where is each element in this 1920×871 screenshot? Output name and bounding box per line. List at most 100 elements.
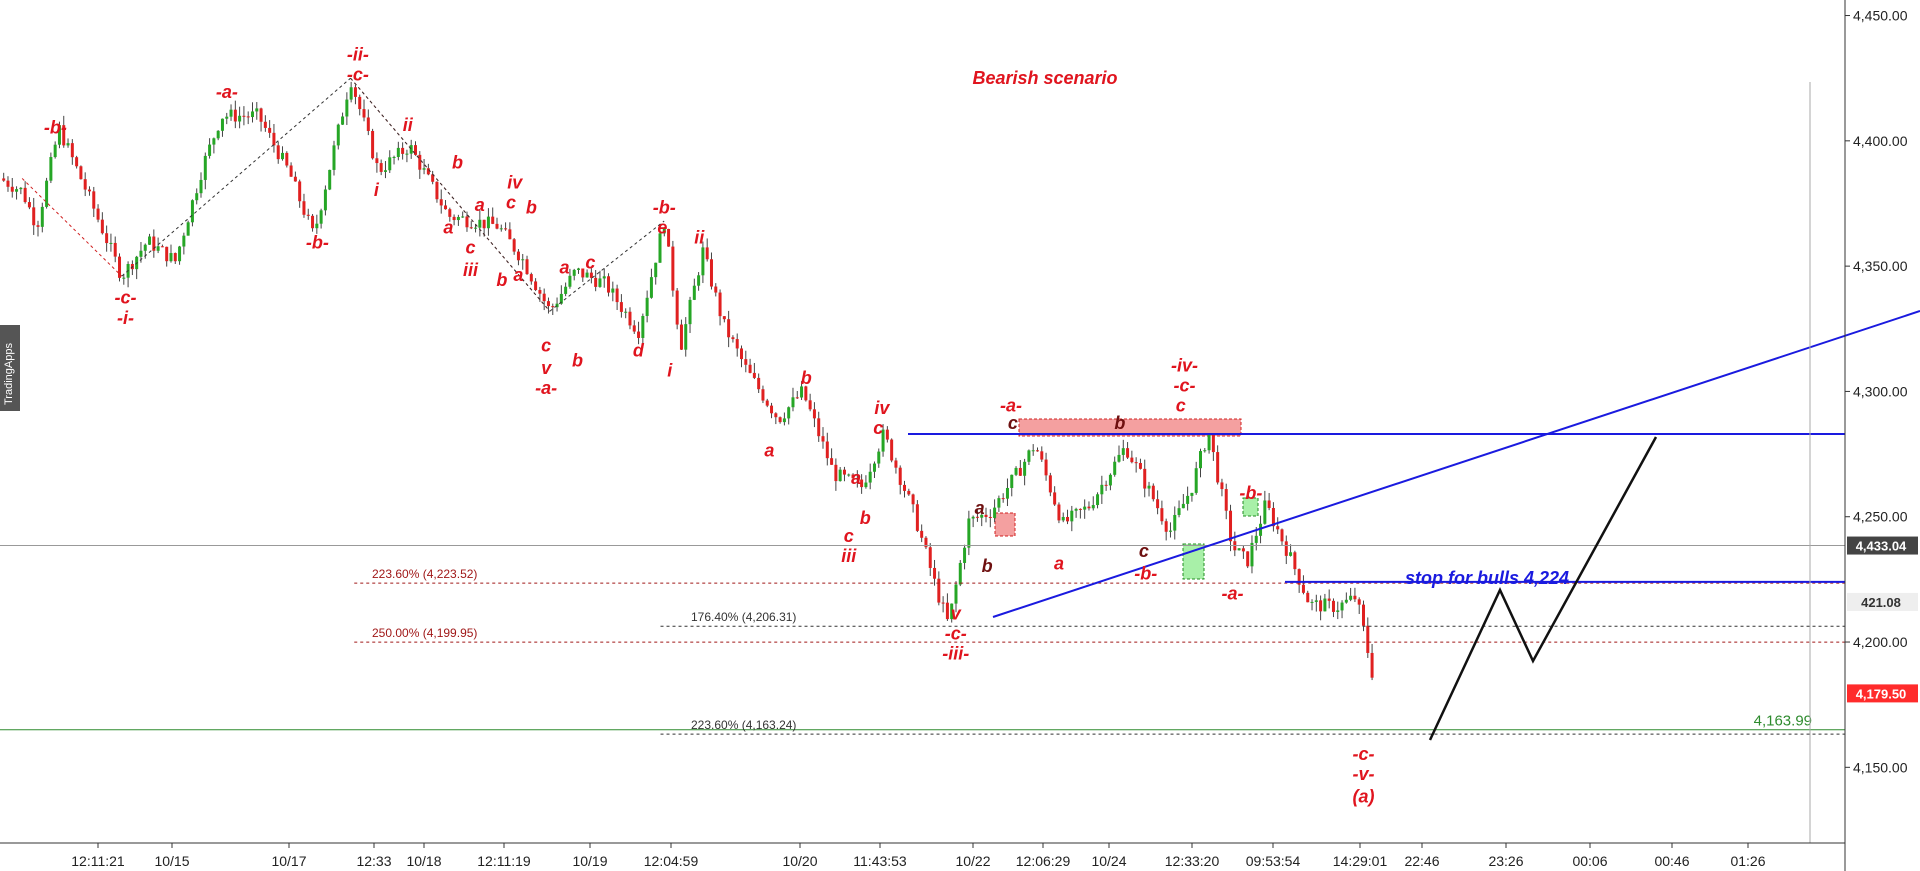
candle-body — [426, 168, 430, 175]
wave-label: -c- — [347, 65, 369, 85]
candle-body — [1070, 510, 1074, 522]
candle-body — [1014, 467, 1018, 475]
candle-body — [143, 244, 147, 251]
candle-body — [770, 405, 774, 414]
candle-body — [23, 187, 27, 203]
candle-body — [298, 181, 302, 202]
x-tick-label: 10/19 — [572, 853, 607, 869]
wave-label: -c- — [114, 288, 136, 308]
candle-body — [83, 179, 87, 190]
wave-label: iv — [507, 172, 523, 192]
wave-label: a — [560, 258, 570, 278]
candle-body — [1005, 487, 1009, 499]
candle-body — [285, 152, 289, 166]
candle-body — [804, 386, 808, 401]
candle-body — [928, 547, 932, 568]
candle-body — [87, 189, 91, 192]
candle-body — [2, 178, 6, 181]
candle-body — [1151, 485, 1155, 500]
candle-body — [744, 359, 748, 365]
candle-body — [323, 189, 327, 211]
wave-structure-line — [121, 77, 351, 277]
candle-body — [255, 108, 259, 112]
candle-body — [1113, 461, 1117, 475]
candle-body — [1194, 468, 1198, 493]
candle-body — [392, 156, 396, 158]
candle-body — [508, 229, 512, 240]
candle-body — [907, 490, 911, 495]
candle-body — [332, 145, 336, 170]
candle-body — [19, 187, 23, 190]
candle-body — [697, 275, 701, 286]
candle-body — [658, 233, 662, 263]
candle-body — [585, 272, 589, 278]
candle-body — [70, 143, 74, 158]
candle-body — [611, 288, 615, 293]
candle-body — [1327, 598, 1331, 601]
candle-body — [1284, 541, 1288, 556]
candle-body — [975, 516, 979, 518]
candle-body — [203, 155, 207, 180]
candle-body — [465, 216, 469, 228]
stop-for-bulls-label: stop for bulls 4,224 — [1405, 568, 1569, 588]
candle-body — [958, 562, 962, 585]
candle-body — [242, 115, 246, 117]
candle-body — [10, 186, 14, 192]
candle-body — [945, 602, 949, 620]
wave-label: b — [452, 152, 463, 172]
wave-label: c — [1008, 413, 1018, 433]
wave-label: i — [667, 360, 673, 380]
y-tick-label: 4,200.00 — [1853, 634, 1908, 650]
candle-body — [684, 324, 688, 350]
candle-body — [787, 407, 791, 419]
candle-body — [272, 132, 276, 146]
tradingapps-watermark: TradingApps — [0, 325, 20, 411]
candle-body — [581, 268, 585, 278]
candle-body — [375, 158, 379, 164]
x-tick-label: 14:29:01 — [1333, 853, 1388, 869]
candle-body — [1314, 600, 1318, 602]
candle-body — [1031, 450, 1035, 452]
candle-body — [997, 498, 1001, 508]
candle-body — [1181, 503, 1185, 509]
candle-body — [984, 514, 988, 517]
candle-body — [980, 514, 984, 518]
candle-body — [371, 130, 375, 159]
candle-body — [190, 200, 194, 223]
candle-body — [1147, 485, 1151, 489]
candle-body — [881, 429, 885, 452]
candle-body — [1126, 448, 1130, 458]
candle-body — [1267, 500, 1271, 508]
candle-body — [319, 210, 323, 224]
candle-body — [45, 180, 49, 207]
candle-body — [1319, 600, 1323, 612]
candle-body — [315, 223, 319, 229]
candle-body — [950, 603, 954, 620]
candle-body — [774, 413, 778, 418]
candle-body — [220, 118, 224, 131]
y-tick-label: 4,300.00 — [1853, 383, 1908, 399]
candle-body — [250, 111, 254, 118]
x-tick-label: 10/18 — [406, 853, 441, 869]
candle-body — [293, 176, 297, 182]
candle-body — [675, 290, 679, 325]
candle-body — [1066, 516, 1070, 522]
wave-label: d — [633, 340, 645, 360]
candle-body — [637, 331, 641, 338]
candle-body — [641, 315, 645, 338]
candle-body — [782, 418, 786, 423]
candle-body — [740, 348, 744, 360]
candle-body — [1173, 514, 1177, 531]
candle-body — [512, 239, 516, 252]
candle-body — [1336, 610, 1340, 612]
candle-body — [444, 205, 448, 210]
wave-label: -c- — [945, 624, 967, 644]
candle-body — [225, 116, 229, 119]
candle-body — [1297, 569, 1301, 585]
candle-body — [842, 469, 846, 475]
wave-label: c — [541, 335, 551, 355]
candle-body — [431, 174, 435, 182]
candle-body — [1349, 595, 1353, 600]
candle-body — [178, 246, 182, 262]
wave-label: b — [801, 368, 812, 388]
